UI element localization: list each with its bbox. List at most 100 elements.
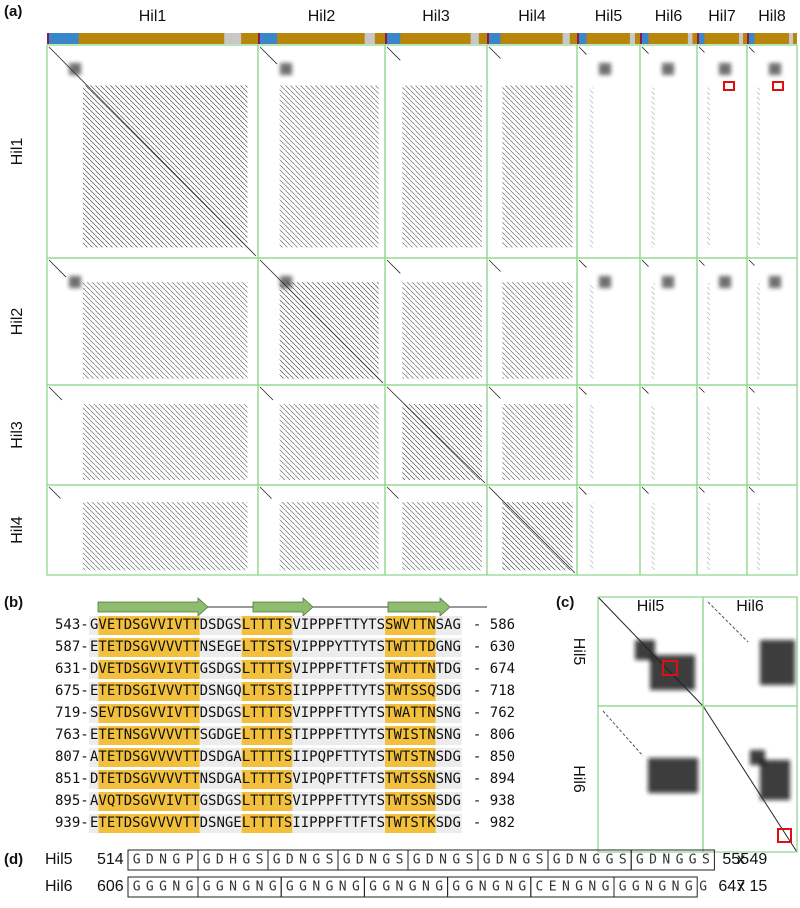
track-bar [697, 33, 699, 44]
conserved-highlight [241, 726, 293, 745]
conserved-highlight [98, 748, 200, 767]
highlight-box [662, 660, 678, 676]
diagonal [488, 486, 576, 574]
diagonal [698, 46, 705, 53]
dot-pattern [279, 404, 379, 480]
diagonal [488, 386, 501, 399]
repeat-box [613, 876, 698, 898]
repeat-unit: GDNGGS [636, 853, 715, 868]
diagonal [578, 486, 587, 495]
track-bar [224, 33, 242, 44]
conserved-highlight [98, 704, 200, 723]
dot-blob [769, 276, 781, 288]
repeat-count: x 49 [737, 851, 767, 868]
track-bar [640, 33, 697, 44]
column-label: Hil1 [139, 8, 167, 25]
column-label: Hil5 [595, 8, 623, 25]
conserved-highlight [241, 616, 293, 635]
dot-pattern [757, 87, 760, 248]
track-bar [789, 33, 793, 44]
repeat-unit: GDNGS [413, 853, 479, 868]
repeat-unit: GGGNG [133, 880, 199, 895]
residue-end: - 982 [473, 815, 515, 831]
residue-start: 587- [55, 639, 89, 655]
dot-pattern [402, 502, 482, 571]
dot-pattern [651, 283, 655, 379]
diagonal [641, 486, 649, 494]
sequence: ETETDSGVVVVTTDSNGELTTTTSIIPPPFTTFTSTWTST… [90, 815, 461, 831]
conserved-highlight [385, 638, 436, 657]
sequence: ETETNSGVVVVTTSGDGELTTTTSTIPPPFTTYTSTWIST… [90, 727, 461, 743]
dot-blob [69, 276, 81, 288]
dot-pattern [707, 503, 710, 571]
track-bar [47, 33, 79, 44]
sequence: AVQTDSGVVIVTTGSDGSLTTTTSVIPPPFTTYTSTWTSS… [90, 793, 461, 809]
track-bar [385, 33, 401, 44]
dot-blob [719, 276, 731, 288]
conserved-highlight [385, 748, 436, 767]
repeat-name: Hil5 [45, 851, 73, 868]
track-bar [258, 33, 385, 44]
panel-label: (a) [4, 3, 22, 20]
track-bar [640, 33, 649, 44]
diagonal [707, 601, 749, 643]
residue-start: 675- [55, 683, 89, 699]
dot-blob [750, 750, 765, 765]
repeat-start: 514 [97, 851, 124, 868]
conserved-highlight [98, 638, 200, 657]
track-bar [385, 33, 387, 44]
highlight-box [723, 81, 735, 91]
dot-pattern [82, 282, 248, 379]
panel-label: (b) [4, 594, 23, 611]
diagonal [641, 386, 649, 394]
repeat-unit: GGNGNG [619, 880, 698, 895]
residue-start: 631- [55, 661, 89, 677]
cell-border [746, 384, 798, 486]
conserved-highlight [241, 682, 293, 701]
repeat-unit: GDNGS [273, 853, 339, 868]
cell-border [702, 705, 798, 853]
diagonal [748, 46, 755, 53]
residue-end: - 938 [473, 793, 515, 809]
conserved-highlight [385, 792, 436, 811]
diagonal [259, 46, 278, 65]
diagonal [386, 46, 401, 61]
diagonal [48, 46, 257, 257]
conserved-highlight [241, 814, 293, 833]
track-bar [739, 33, 743, 44]
column-label: Hil5 [637, 598, 665, 615]
repeat-unit: CENGNG [536, 880, 615, 895]
dot-pattern [589, 283, 594, 379]
conserved-highlight [241, 704, 293, 723]
row-label: Hil5 [570, 638, 587, 666]
residue-end: - 630 [473, 639, 515, 655]
track-bar [747, 33, 797, 44]
dot-pattern [757, 503, 760, 571]
cell-border [639, 384, 698, 486]
residue-start: 763- [55, 727, 89, 743]
diagonal [748, 259, 755, 266]
conserved-highlight [385, 616, 436, 635]
repeat-box [630, 849, 715, 871]
dot-blob [648, 758, 698, 793]
conserved-highlight [98, 814, 200, 833]
dot-blob [280, 63, 292, 75]
sequence: SEVTDSGVVIVTTDSDGSLTTTTSVIPPPFTTYTSTWATT… [90, 705, 461, 721]
track-bar [470, 33, 479, 44]
diagonal [641, 259, 649, 267]
diagonal [602, 710, 644, 757]
diagonal [259, 386, 274, 401]
track-bar [640, 33, 642, 44]
dot-blob [760, 760, 790, 800]
dot-pattern [279, 85, 379, 248]
track-bar [697, 33, 747, 44]
residue-end: - 718 [473, 683, 515, 699]
dot-blob [662, 276, 674, 288]
repeat-end: 555 [722, 851, 749, 868]
dot-pattern [82, 404, 248, 480]
sequence: ATETDSGVVVVTTDSDGALTTTTSIIPQPFTTYTSTWTST… [90, 749, 461, 765]
diagonal [488, 46, 501, 59]
cell-border [639, 44, 698, 259]
diagonal [748, 486, 755, 493]
conserved-highlight [385, 814, 436, 833]
